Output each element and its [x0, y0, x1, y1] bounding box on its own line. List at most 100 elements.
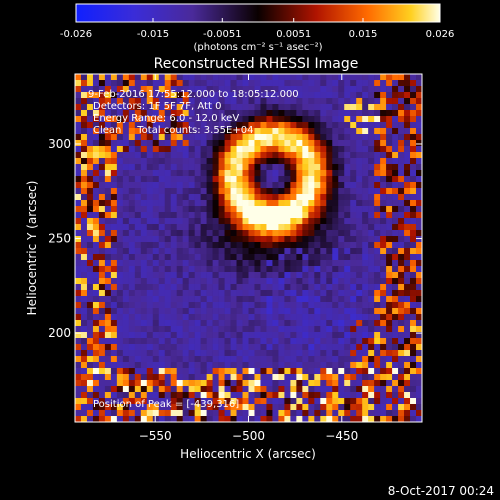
heatmap-cell [146, 254, 154, 261]
heatmap-cell [362, 398, 369, 405]
heatmap-cell [230, 272, 237, 279]
heatmap-cell [338, 242, 345, 249]
heatmap-cell [170, 326, 177, 333]
heatmap-cell [308, 110, 315, 117]
heatmap-cell [416, 164, 423, 171]
heatmap-cell [314, 362, 321, 369]
heatmap-cell [398, 326, 405, 333]
heatmap-cell [356, 212, 363, 219]
heatmap-cell [86, 320, 94, 327]
heatmap-cell [158, 416, 166, 423]
heatmap-cell [308, 380, 315, 387]
heatmap-cell [182, 248, 189, 255]
heatmap-cell [278, 86, 285, 93]
heatmap-cell [194, 248, 201, 255]
heatmap-cell [332, 128, 339, 135]
heatmap-cell [230, 74, 237, 81]
heatmap-cell [212, 278, 219, 285]
heatmap-cell [128, 326, 136, 333]
heatmap-cell [410, 182, 417, 189]
heatmap-cell [350, 218, 357, 225]
heatmap-cell [200, 212, 207, 219]
heatmap-cell [302, 212, 309, 219]
heatmap-cell [308, 212, 315, 219]
heatmap-cell [290, 224, 297, 231]
heatmap-cell [314, 104, 321, 111]
heatmap-cell [188, 110, 195, 117]
heatmap-cell [116, 212, 124, 219]
heatmap-cell [200, 74, 207, 81]
heatmap-cell [212, 386, 219, 393]
heatmap-cell [236, 206, 243, 213]
heatmap-cell [242, 338, 249, 345]
heatmap-cell [326, 290, 333, 297]
heatmap-cell [212, 128, 219, 135]
heatmap-cell [164, 176, 172, 183]
heatmap-cell [182, 206, 189, 213]
heatmap-cell [266, 302, 273, 309]
heatmap-cell [230, 326, 237, 333]
heatmap-cell [320, 266, 327, 273]
heatmap-cell [242, 362, 249, 369]
heatmap-cell [86, 242, 94, 249]
heatmap-cell [110, 278, 118, 285]
heatmap-cell [110, 86, 118, 93]
heatmap-cell [320, 92, 327, 99]
heatmap-cell [374, 146, 381, 153]
heatmap-cell [392, 368, 399, 375]
heatmap-cell [284, 110, 291, 117]
heatmap-cell [182, 308, 189, 315]
heatmap-cell [170, 212, 177, 219]
heatmap-cell [110, 404, 118, 411]
heatmap-cell [212, 296, 219, 303]
heatmap-cell [98, 206, 106, 213]
heatmap-cell [404, 200, 411, 207]
heatmap-cell [170, 350, 177, 357]
heatmap-cell [254, 236, 261, 243]
heatmap-cell [224, 128, 231, 135]
heatmap-cell [368, 140, 375, 147]
heatmap-cell [176, 392, 183, 399]
heatmap-cell [344, 344, 351, 351]
heatmap-cell [386, 350, 393, 357]
heatmap-cell [80, 170, 88, 177]
heatmap-cell [158, 80, 166, 87]
heatmap-cell [398, 110, 405, 117]
heatmap-cell [236, 194, 243, 201]
heatmap-cell [188, 116, 195, 123]
heatmap-cell [278, 350, 285, 357]
heatmap-cell [104, 398, 112, 405]
heatmap-cell [236, 182, 243, 189]
heatmap-cell [92, 128, 100, 135]
annotation-energy: Energy Range: 6.0 - 12.0 keV [93, 113, 239, 124]
heatmap-cell [248, 182, 255, 189]
heatmap-cell [218, 344, 225, 351]
heatmap-cell [362, 410, 369, 417]
heatmap-cell [320, 242, 327, 249]
y-tick-label: 300 [48, 137, 71, 151]
heatmap-cell [248, 104, 255, 111]
heatmap-cell [398, 350, 405, 357]
heatmap-cell [392, 122, 399, 129]
heatmap-cell [80, 380, 88, 387]
heatmap-cell [398, 152, 405, 159]
heatmap-cell [116, 308, 124, 315]
heatmap-cell [368, 254, 375, 261]
heatmap-cell [278, 314, 285, 321]
heatmap-cell [296, 248, 303, 255]
heatmap-cell [164, 368, 172, 375]
heatmap-cell [146, 110, 154, 117]
heatmap-cell [218, 200, 225, 207]
heatmap-cell [164, 188, 172, 195]
heatmap-cell [92, 368, 100, 375]
heatmap-cell [320, 128, 327, 135]
heatmap-cell [218, 152, 225, 159]
heatmap-cell [188, 338, 195, 345]
heatmap-cell [368, 368, 375, 375]
heatmap-cell [116, 200, 124, 207]
heatmap-cell [320, 116, 327, 123]
heatmap-cell [140, 386, 148, 393]
heatmap-cell [98, 194, 106, 201]
heatmap-cell [194, 146, 201, 153]
